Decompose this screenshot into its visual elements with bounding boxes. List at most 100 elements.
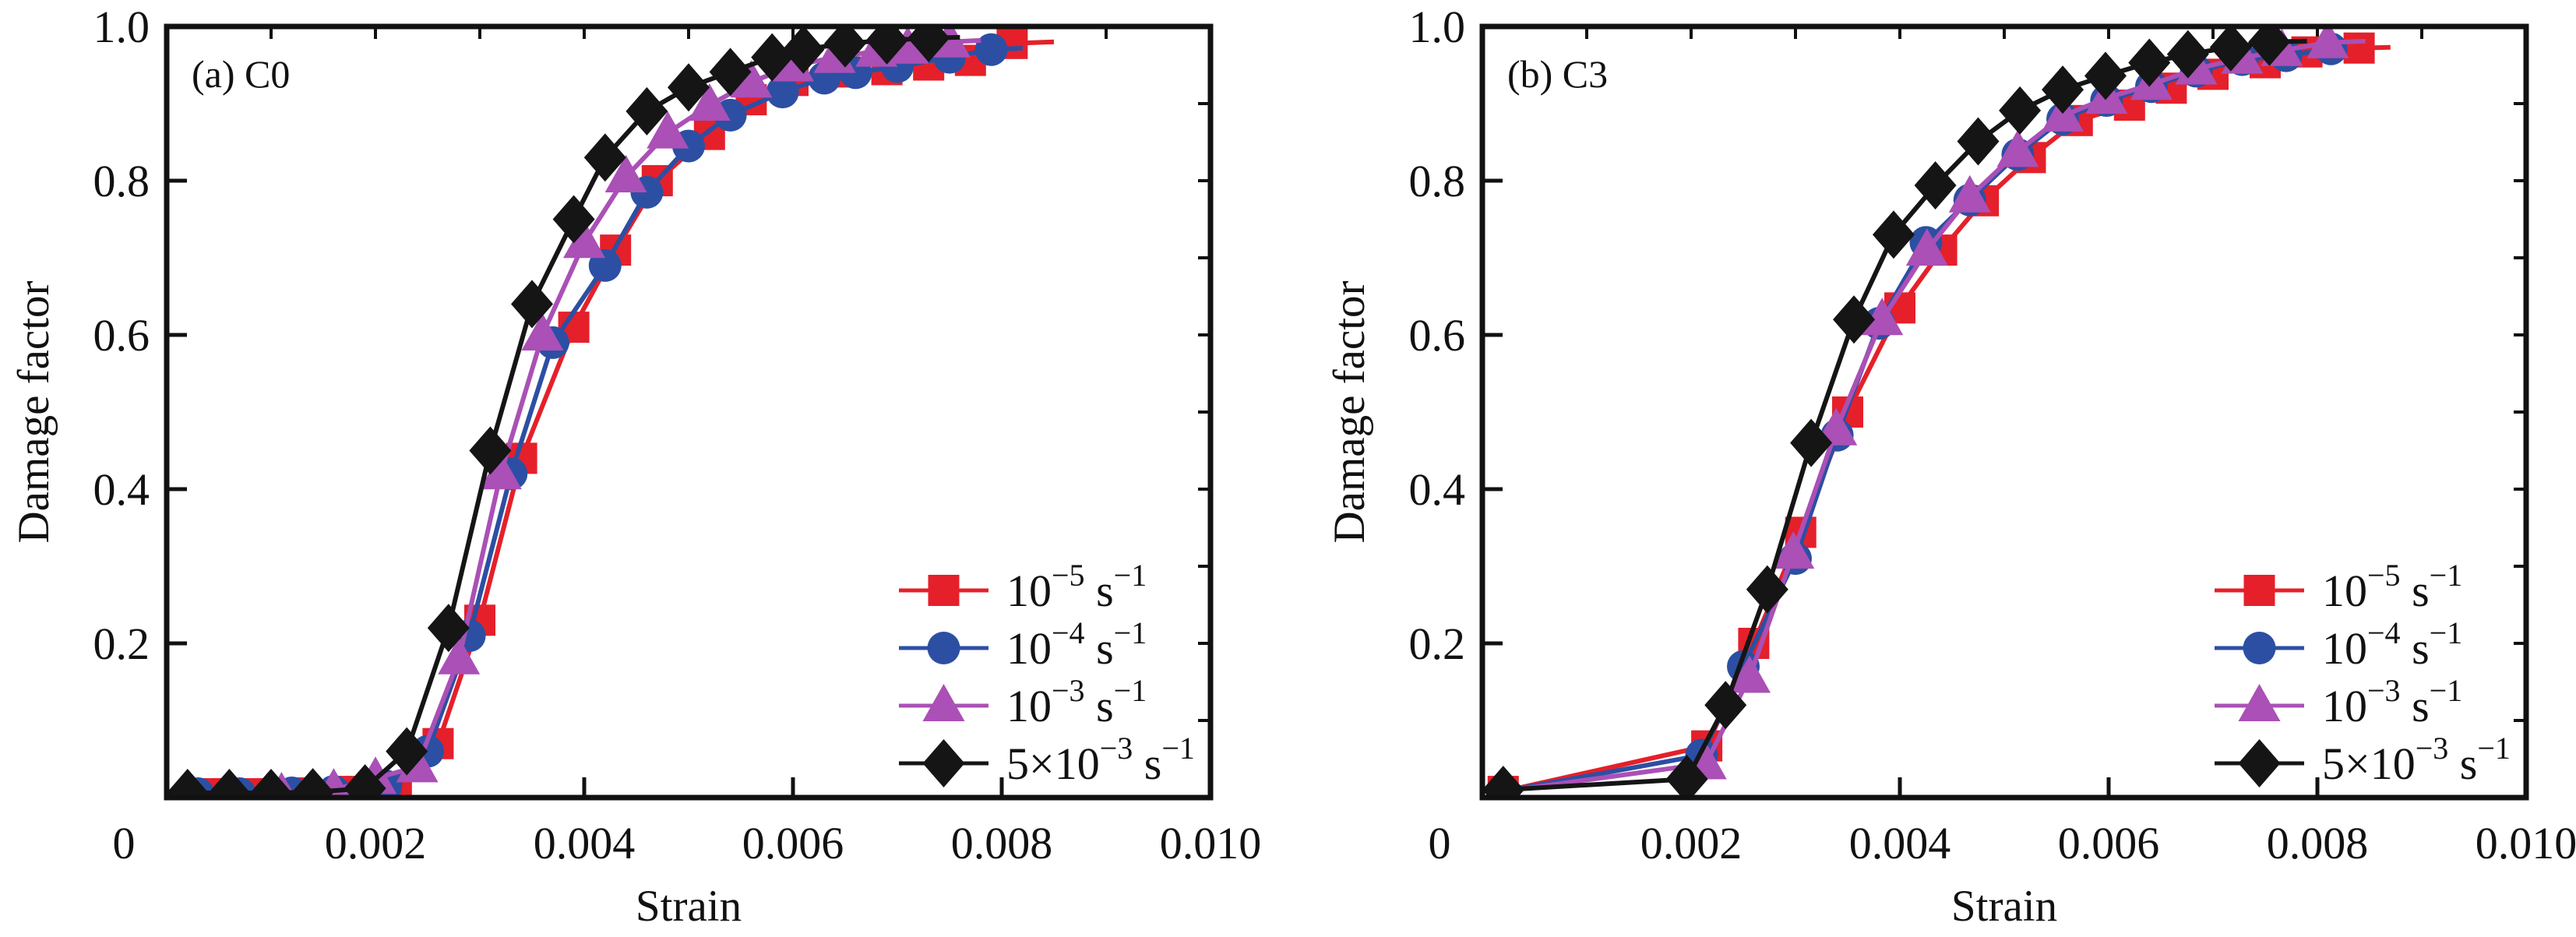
x-tick-label: 0: [1429, 818, 1451, 868]
legend-marker: [2238, 739, 2281, 787]
y-tick-label: 0.8: [1409, 156, 1466, 206]
data-marker: [1872, 210, 1915, 259]
data-marker: [583, 133, 626, 182]
legend-entry: 5×10−3 s−1: [899, 731, 1195, 789]
y-tick-label: 0.4: [1409, 464, 1466, 515]
data-marker: [250, 769, 292, 798]
legend-label: 5×10−3 s−1: [1006, 731, 1195, 789]
x-tick-label: 0.004: [1849, 818, 1951, 868]
legend-entry: 10−3 s−1: [2215, 673, 2462, 731]
y-tick-label: 0.8: [93, 156, 150, 206]
legend-marker: [2243, 575, 2275, 606]
y-tick-label: 1.0: [1409, 2, 1466, 52]
data-marker: [2209, 26, 2252, 72]
data-marker: [1914, 160, 1957, 210]
data-marker: [479, 452, 522, 490]
data-marker: [1790, 418, 1833, 467]
tick-labels: 0 0.002 0.004 0.006 0.008 0.010 0.2 0.4 0.6 0.8 1.…: [1409, 2, 2576, 868]
data-marker: [1861, 298, 1904, 336]
legend-label: 10−3 s−1: [1006, 673, 1147, 731]
data-marker: [2166, 30, 2209, 79]
legend-label: 10−4 s−1: [1006, 615, 1147, 674]
data-marker: [1746, 565, 1788, 614]
series-diamond: [167, 26, 960, 798]
x-tick-label: 0: [113, 818, 136, 868]
data-marker: [1905, 228, 1948, 266]
series-layer: [167, 26, 1055, 798]
x-tick-label: 0.010: [1160, 818, 1262, 868]
data-marker: [386, 727, 428, 776]
data-marker: [1728, 655, 1771, 693]
data-marker: [2042, 65, 2084, 114]
panel-label: (a) C0: [192, 52, 290, 96]
data-marker: [907, 26, 950, 62]
data-marker: [766, 76, 799, 109]
series-layer: [1482, 26, 2391, 798]
data-marker: [469, 426, 512, 475]
data-marker: [552, 195, 595, 244]
legend-marker: [922, 684, 965, 721]
data-marker: [1957, 117, 2000, 166]
data-marker: [208, 769, 251, 798]
data-marker: [688, 83, 731, 121]
x-tick-label: 0.010: [2476, 818, 2576, 868]
x-tick-label: 0.008: [2267, 818, 2369, 868]
y-tick-label: 1.0: [93, 2, 150, 52]
data-marker: [1999, 86, 2042, 135]
data-marker: [974, 33, 1008, 66]
legend: 10−5 s−110−4 s−110−3 s−15×10−3 s−1: [899, 558, 1195, 789]
data-marker: [647, 111, 689, 149]
data-marker: [521, 313, 564, 350]
y-tick-label: 0.6: [93, 310, 150, 361]
legend: 10−5 s−110−4 s−110−3 s−15×10−3 s−1: [2215, 558, 2511, 789]
legend-label: 10−5 s−1: [1006, 558, 1147, 616]
panel-b: 0 0.002 0.004 0.006 0.008 0.010 0.2 0.4 0.6 0.8 1.…: [1325, 2, 2576, 931]
legend-entry: 5×10−3 s−1: [2215, 731, 2511, 789]
tick-labels: 0 0.002 0.004 0.006 0.008 0.010 0.2 0.4 0.6 0.8 1.…: [93, 2, 1262, 868]
y-axis-title: Damage factor: [9, 280, 58, 543]
data-marker: [1665, 755, 1708, 798]
data-marker: [886, 26, 929, 64]
x-tick-label: 0.006: [742, 818, 844, 868]
x-axis-title: Strain: [636, 882, 742, 931]
y-tick-label: 0.2: [1409, 618, 1466, 669]
data-marker: [751, 33, 794, 82]
data-marker: [2128, 38, 2171, 87]
legend-label: 10−3 s−1: [2322, 673, 2462, 731]
data-marker: [2084, 51, 2127, 100]
data-marker: [2343, 32, 2375, 64]
legend-marker: [928, 575, 960, 606]
data-marker: [668, 63, 710, 112]
y-tick-label: 0.6: [1409, 310, 1466, 361]
panel-a: 0 0.002 0.004 0.006 0.008 0.010 0.2 0.4 0.6 0.8 1.…: [9, 2, 1261, 931]
data-marker: [1482, 766, 1524, 798]
data-marker: [1948, 174, 1991, 213]
panel-label: (b) C3: [1507, 52, 1608, 96]
data-marker: [709, 48, 752, 97]
data-marker: [2248, 26, 2291, 66]
legend-label: 10−5 s−1: [2322, 558, 2462, 616]
data-marker: [344, 764, 386, 798]
data-marker: [824, 26, 866, 68]
legend-label: 5×10−3 s−1: [2322, 731, 2511, 789]
plot-frame: [164, 23, 1214, 801]
data-marker: [427, 604, 470, 653]
x-tick-label: 0.008: [951, 818, 1053, 868]
legend-entry: 10−3 s−1: [899, 673, 1147, 731]
x-tick-label: 0.006: [2058, 818, 2160, 868]
data-marker: [2306, 26, 2349, 58]
legend-marker: [2238, 684, 2281, 721]
data-marker: [625, 86, 668, 136]
x-tick-label: 0.004: [534, 818, 636, 868]
data-marker: [604, 155, 647, 193]
data-marker: [1996, 129, 2039, 167]
legend-marker: [927, 632, 960, 664]
y-axis-title: Damage factor: [1325, 280, 1374, 543]
y-tick-label: 0.4: [93, 464, 150, 515]
data-marker: [291, 768, 334, 798]
legend-entry: 10−4 s−1: [899, 615, 1147, 674]
data-marker: [1772, 531, 1815, 569]
legend-entry: 10−5 s−1: [899, 558, 1147, 616]
